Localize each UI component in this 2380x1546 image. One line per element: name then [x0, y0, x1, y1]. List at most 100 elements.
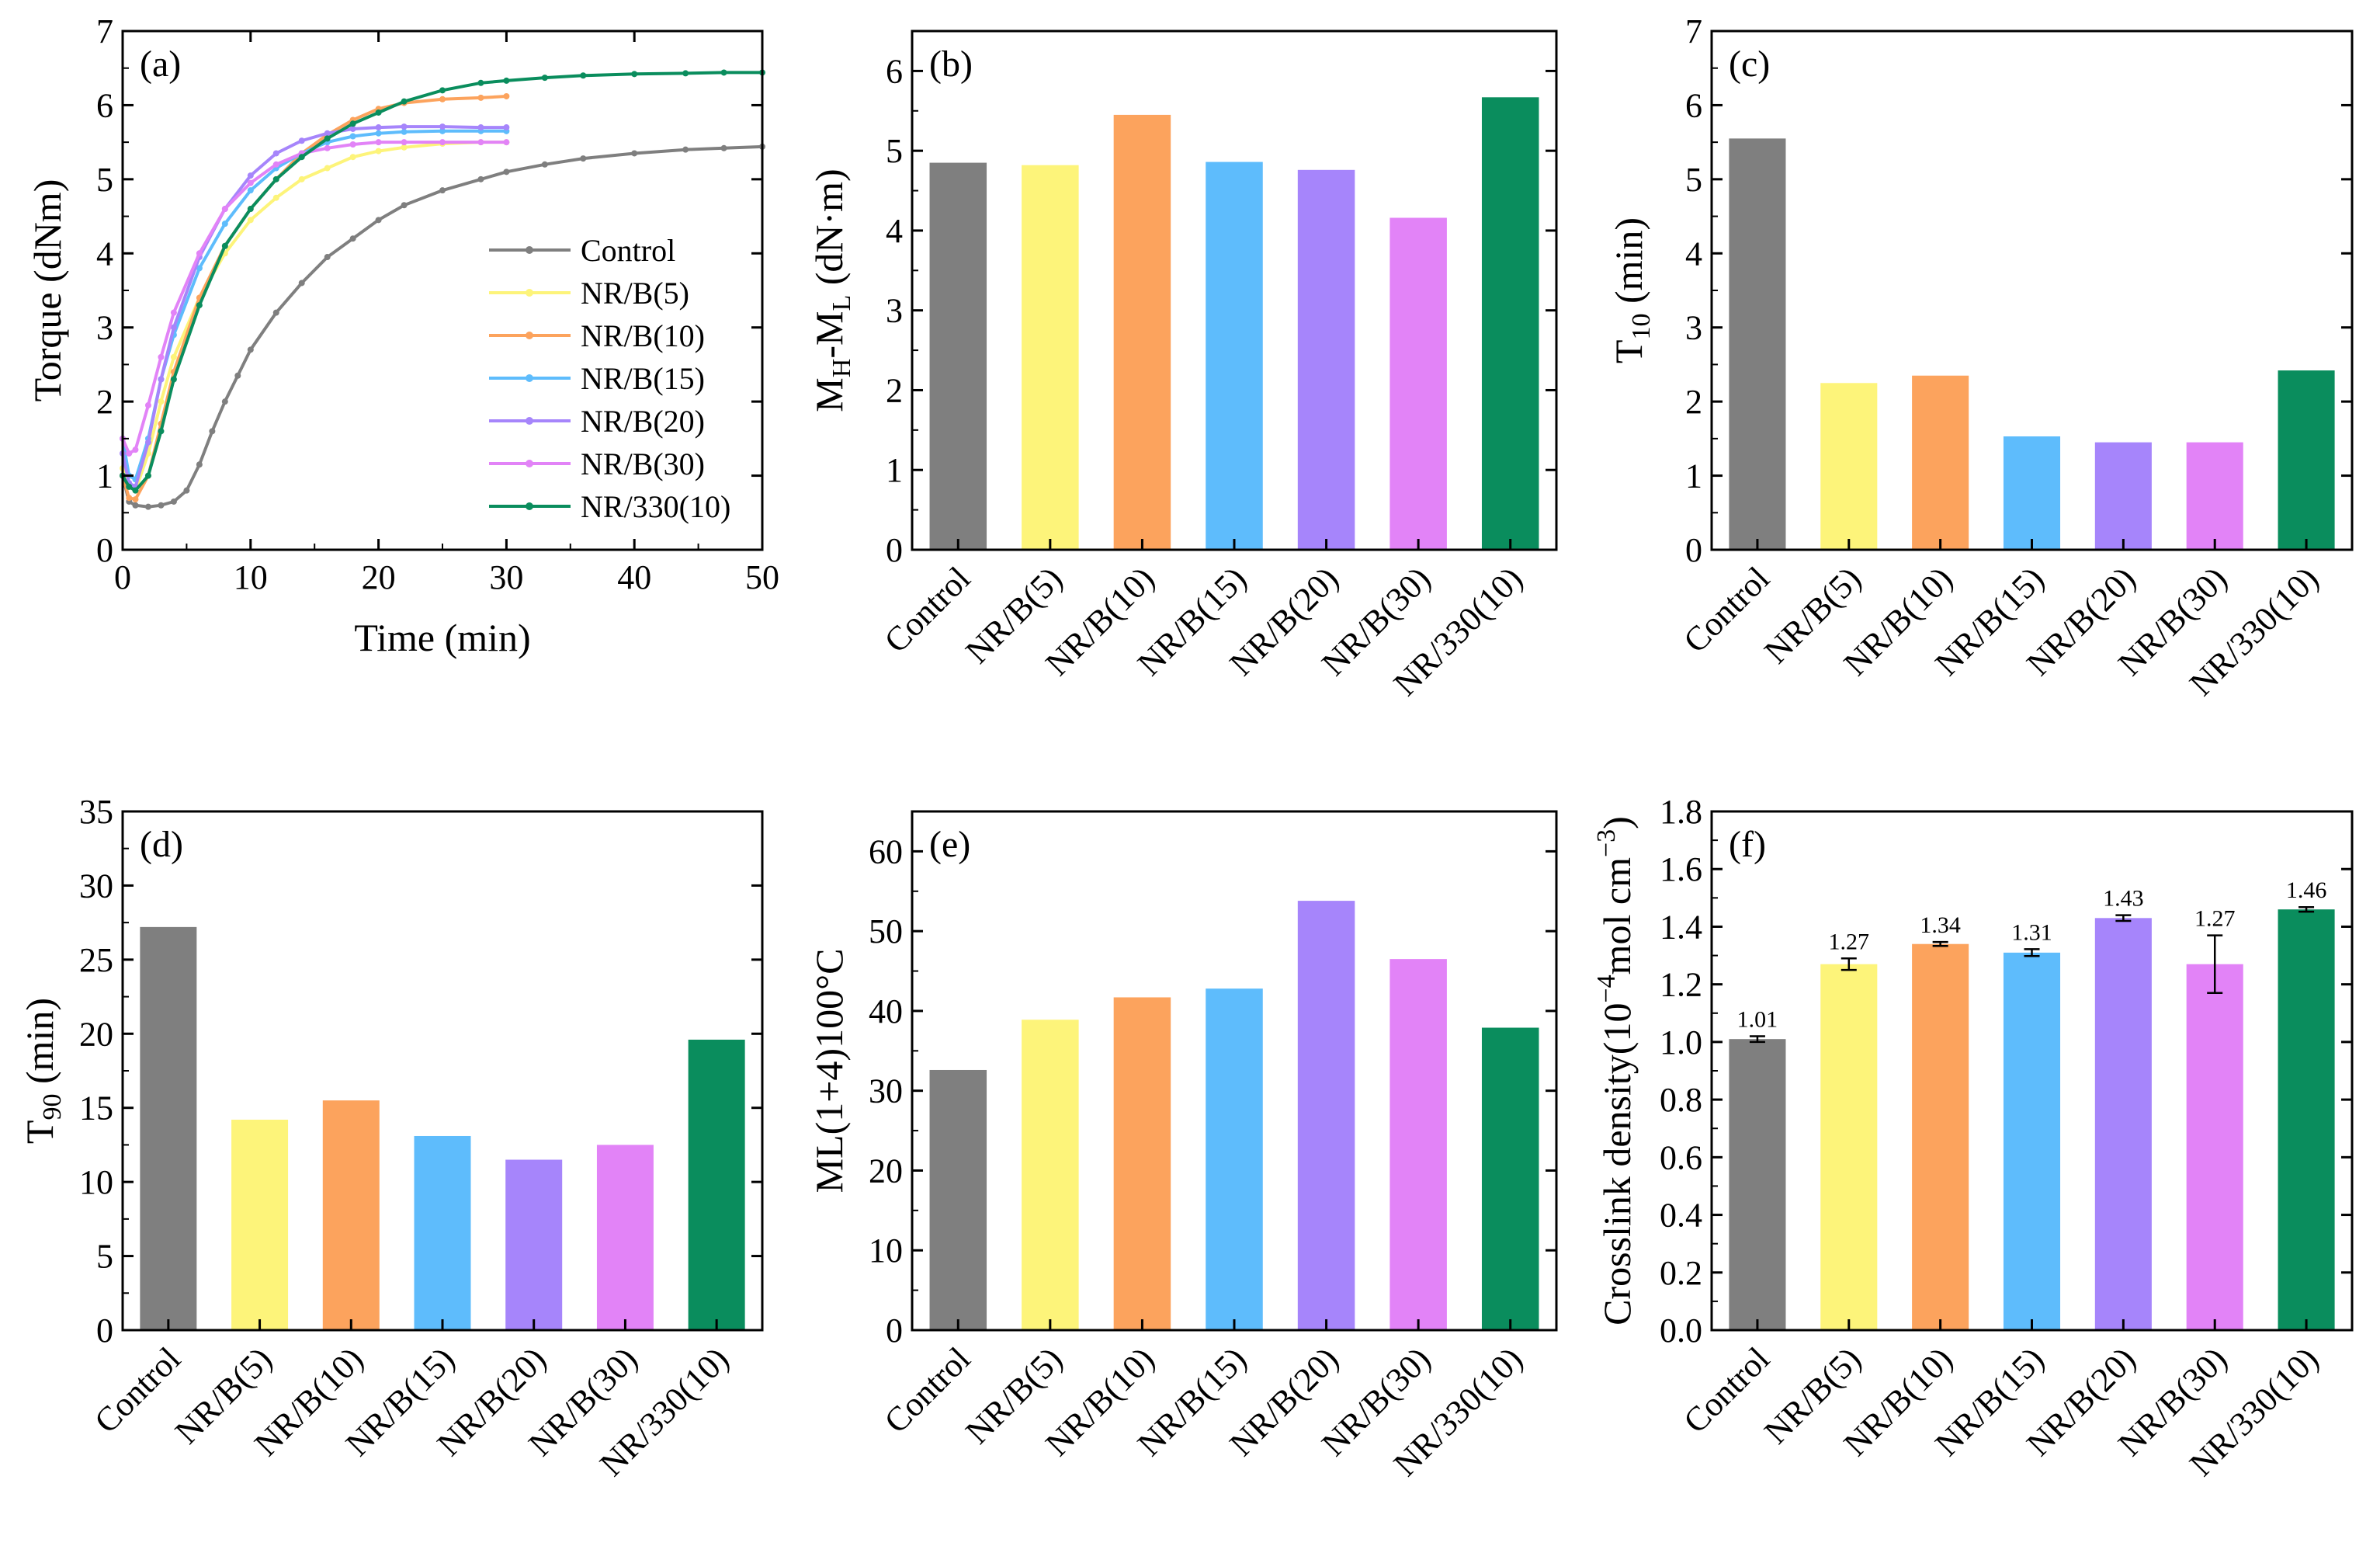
bar-f-NR/330(10)	[2278, 909, 2335, 1330]
y-tick-label-b: 1	[886, 451, 903, 489]
series-point-Control	[234, 372, 241, 379]
series-point-NR/330(10)	[439, 87, 446, 94]
series-point-Control	[324, 254, 331, 261]
bar-e-NR/B(20)	[1297, 901, 1355, 1330]
series-point-NR/330(10)	[375, 109, 382, 116]
series-point-NR/B(5)	[324, 165, 331, 172]
bar-c-NR/B(15)	[2003, 436, 2061, 550]
y-tick-label-b: 4	[886, 212, 903, 250]
series-point-NR/B(20)	[247, 172, 254, 179]
bar-d-NR/B(15)	[414, 1135, 471, 1330]
bar-c-NR/330(10)	[2278, 370, 2335, 550]
legend-marker	[526, 289, 533, 297]
bar-f-NR/B(20)	[2094, 918, 2152, 1330]
panel-label-e: (e)	[929, 824, 970, 865]
legend-marker	[526, 417, 533, 425]
bar-c-NR/B(10)	[1912, 375, 1969, 550]
legend-label: NR/330(10)	[581, 489, 730, 524]
y-tick-label-e: 30	[869, 1072, 903, 1110]
y-tick-label-c: 7	[1685, 12, 1702, 50]
series-point-Control	[209, 428, 216, 435]
series-point-NR/330(10)	[720, 69, 727, 76]
bar-b-NR/B(20)	[1297, 169, 1355, 550]
series-point-Control	[170, 498, 177, 505]
bar-d-NR/B(20)	[505, 1159, 563, 1330]
series-point-Control	[183, 487, 190, 494]
series-point-NR/B(15)	[375, 130, 382, 137]
y-tick-label-a: 3	[96, 309, 113, 347]
x-tick-label-a: 10	[234, 558, 268, 596]
series-point-NR/B(5)	[298, 175, 305, 182]
y-axis-title-c: T10 (min)	[1607, 217, 1656, 363]
series-point-Control	[272, 309, 279, 316]
series-point-NR/330(10)	[196, 302, 203, 309]
bar-e-NR/B(30)	[1389, 959, 1447, 1330]
y-tick-label-c: 2	[1685, 383, 1702, 421]
y-tick-label-b: 0	[886, 531, 903, 569]
panel-label-c: (c)	[1729, 43, 1770, 85]
series-point-NR/B(20)	[158, 376, 165, 383]
bar-b-NR/330(10)	[1481, 97, 1539, 550]
y-axis-title-main: M	[807, 377, 851, 412]
y-tick-label-f: 1.4	[1660, 908, 1702, 946]
y-axis-title-a: Torque (dNm)	[26, 179, 69, 402]
y-tick-label-e: 10	[869, 1232, 903, 1270]
y-axis-title-main: T	[1607, 340, 1650, 364]
y-tick-label-f: 1.2	[1660, 966, 1702, 1004]
bar-f-NR/B(10)	[1912, 943, 1969, 1330]
series-point-Control	[682, 146, 689, 153]
series-point-NR/330(10)	[349, 120, 356, 127]
series-point-NR/B(5)	[401, 144, 408, 151]
bar-f-NR/B(30)	[2186, 964, 2243, 1330]
series-point-NR/330(10)	[272, 175, 279, 182]
y-tick-label-e: 0	[886, 1311, 903, 1350]
series-point-NR/330(10)	[158, 428, 165, 435]
series-line-NR/B(30)	[121, 141, 507, 456]
data-label: 1.27	[2194, 906, 2236, 932]
bar-b-Control	[929, 162, 987, 551]
y-tick-label-e: 60	[869, 832, 903, 870]
bar-d-NR/B(5)	[231, 1119, 289, 1330]
series-point-NR/B(20)	[272, 150, 279, 157]
series-point-Control	[158, 502, 165, 509]
y-tick-label-f: 1.6	[1660, 850, 1702, 888]
series-point-NR/B(15)	[221, 221, 228, 228]
bar-b-NR/B(10)	[1113, 114, 1171, 550]
series-point-NR/B(15)	[439, 127, 446, 134]
series-point-NR/330(10)	[132, 487, 139, 494]
x-axis-title-a: Time (min)	[354, 616, 530, 659]
y-tick-label-f: 0.4	[1660, 1197, 1702, 1235]
bar-e-Control	[929, 1069, 987, 1330]
series-point-NR/B(20)	[349, 125, 356, 132]
y-tick-label-d: 0	[96, 1311, 113, 1350]
y-tick-label-b: 3	[886, 292, 903, 330]
series-point-NR/B(15)	[349, 133, 356, 140]
y-axis-title-mid: -M	[807, 311, 851, 359]
series-line-NR/B(5)	[121, 141, 507, 493]
series-point-NR/330(10)	[221, 242, 228, 249]
series-point-NR/B(20)	[439, 123, 446, 130]
series-point-NR/B(20)	[401, 123, 408, 130]
series-point-NR/B(30)	[272, 161, 279, 168]
series-point-NR/B(10)	[439, 96, 446, 102]
panel-label-b: (b)	[929, 43, 973, 85]
y-tick-label-b: 5	[886, 132, 903, 170]
series-point-Control	[541, 161, 548, 168]
legend-marker	[526, 246, 533, 254]
series-point-NR/330(10)	[477, 79, 484, 86]
series-point-Control	[477, 175, 484, 182]
series-point-NR/330(10)	[401, 98, 408, 105]
series-point-NR/B(5)	[170, 353, 177, 360]
legend-label: NR/B(5)	[581, 276, 689, 311]
series-point-NR/B(30)	[324, 144, 331, 151]
series-point-NR/B(5)	[272, 194, 279, 201]
y-axis-title-sup2: −3	[1592, 829, 1621, 857]
series-point-NR/B(20)	[375, 124, 382, 131]
y-tick-label-b: 6	[886, 52, 903, 90]
y-tick-label-a: 0	[96, 531, 113, 569]
legend-label: NR/B(30)	[581, 446, 705, 481]
y-axis-title-main: T	[18, 1120, 61, 1145]
y-tick-label-e: 20	[869, 1152, 903, 1190]
panel-label-f: (f)	[1729, 824, 1766, 865]
y-tick-label-a: 6	[96, 86, 113, 124]
